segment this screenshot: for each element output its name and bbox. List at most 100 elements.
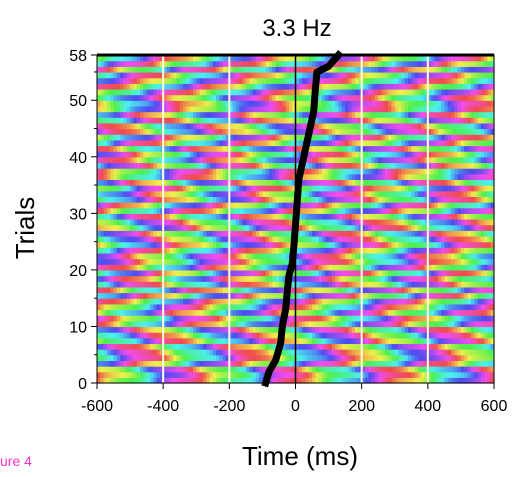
heatmap-cell [437,320,442,328]
heatmap-cell [378,213,383,220]
heatmap-cell [335,168,340,175]
heatmap-cell [103,235,108,243]
heatmap-cell [328,360,333,367]
heatmap-cell [176,343,181,350]
heatmap-cell [441,315,445,322]
heatmap-cell [447,377,452,384]
heatmap-cell [398,190,402,197]
heatmap-cell [278,309,283,316]
heatmap-cell [381,343,386,350]
heatmap-cell [173,230,177,237]
heatmap-cell [447,264,452,271]
heatmap-cell [239,162,244,169]
heatmap-cell [259,241,264,248]
heatmap-cell [255,162,260,169]
heatmap-cell [232,173,237,181]
heatmap-cell [348,303,353,311]
heatmap-cell [348,354,353,361]
heatmap-cell [467,224,472,231]
heatmap-cell [477,185,482,192]
heatmap-cell [113,320,118,328]
heatmap-cell [351,354,356,361]
heatmap-cell [417,264,422,271]
heatmap-cell [391,366,396,373]
heatmap-cell [312,320,316,328]
heatmap-cell [295,162,300,169]
heatmap-cell [179,219,184,226]
heatmap-cell [374,230,379,237]
heatmap-cell [378,235,383,243]
heatmap-cell [421,230,426,237]
heatmap-cell [153,354,158,361]
heatmap-cell [232,224,237,231]
heatmap-cell [308,377,313,384]
heatmap-cell [235,230,240,237]
heatmap-cell [278,185,283,192]
heatmap-cell [460,202,465,209]
heatmap-cell [216,269,221,277]
heatmap-cell [431,337,436,345]
heatmap-cell [378,286,383,294]
heatmap-cell [136,269,141,277]
heatmap-cell [295,151,300,158]
heatmap-cell [202,264,207,271]
heatmap-cell [292,366,297,373]
heatmap-cell [335,151,340,158]
heatmap-cell [183,241,187,248]
heatmap-cell [146,252,151,260]
heatmap-cell [384,247,389,254]
heatmap-cell [209,151,214,158]
heatmap-cell [484,337,488,345]
heatmap-cell [437,190,442,197]
heatmap-cell [130,162,134,169]
heatmap-cell [153,332,158,339]
heatmap-cell [341,230,346,237]
heatmap-cell [477,235,482,243]
heatmap-cell [232,213,237,220]
heatmap-cell [348,371,353,378]
heatmap-cell [163,332,168,339]
heatmap-cell [186,320,191,328]
heatmap-cell [470,337,475,345]
heatmap-cell [417,219,422,226]
heatmap-cell [487,190,492,197]
heatmap-cell [407,173,412,181]
heatmap-cell [120,377,125,384]
heatmap-cell [467,269,472,277]
heatmap-cell [302,309,307,316]
heatmap-cell [179,151,184,158]
heatmap-cell [199,298,204,305]
heatmap-cell [100,252,105,260]
heatmap-cell [328,269,333,277]
heatmap-cell [484,230,488,237]
heatmap-cell [159,241,164,248]
heatmap-cell [450,258,455,265]
heatmap-cell [371,286,376,294]
heatmap-cell [328,326,333,333]
heatmap-cell [298,337,303,345]
heatmap-cell [103,230,108,237]
heatmap-cell [97,320,101,328]
heatmap-cell [450,303,455,311]
heatmap-cell [116,151,121,158]
heatmap-cell [288,303,293,311]
heatmap-cell [457,292,462,299]
heatmap-cell [275,156,280,164]
heatmap-cell [318,320,323,328]
heatmap-cell [345,349,350,356]
heatmap-cell [424,320,429,328]
heatmap-cell [302,202,307,209]
heatmap-cell [103,219,108,226]
heatmap-cell [222,315,227,322]
heatmap-cell [130,258,134,265]
heatmap-cell [183,247,187,254]
heatmap-cell [302,292,307,299]
heatmap-cell [126,213,131,220]
heatmap-cell [414,213,419,220]
heatmap-cell [97,337,101,345]
heatmap-cell [407,337,412,345]
heatmap-cell [156,202,161,209]
heatmap-cell [110,371,115,378]
heatmap-cell [156,190,161,197]
heatmap-cell [116,343,121,350]
